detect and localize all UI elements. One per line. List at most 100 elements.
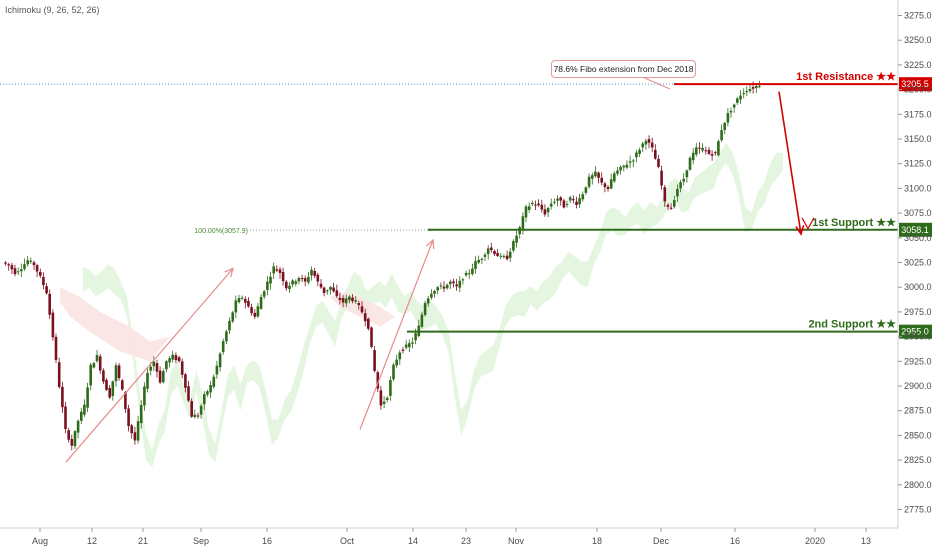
candle-body [449,281,452,285]
price-tick-label: 3125.0 [904,159,932,169]
ichimoku-cloud [60,143,784,467]
candle-body [193,414,197,418]
candle-body [524,206,528,218]
candle-body [266,281,269,290]
candle-body [348,296,351,301]
candle-body [244,298,247,303]
candle-body [370,327,373,347]
candle-body [455,284,458,287]
candle-body [632,160,635,162]
price-tick-label: 2975.0 [904,307,932,317]
candle-body [591,175,594,179]
candle-body [650,142,654,148]
candle-body [168,358,171,363]
candle-body [26,260,29,265]
candle-body [527,206,531,210]
candle-body [187,386,190,401]
candle-body [578,198,581,205]
candle-body [556,198,559,201]
candle-body [285,281,288,289]
time-tick-label: 12 [87,536,97,546]
candle-body [4,262,7,264]
price-tick-label: 3175.0 [904,109,932,119]
annotation-leader [639,75,671,90]
candle-body [736,98,739,103]
candle-body [174,355,178,361]
candle-body [745,91,749,93]
candle-body [616,170,619,174]
level-label: 1st Support ★★ [812,217,896,229]
candle-body [508,251,512,258]
candle-body [76,420,80,433]
candle-body [272,266,275,274]
candle-body [237,298,241,303]
candle-body [39,271,42,276]
candle-body [307,276,310,283]
candle-body [587,176,591,187]
candle-body [51,312,55,338]
candle-body [199,405,203,415]
candle-body [162,371,165,383]
candle-body [130,425,133,434]
candle-body [382,401,386,404]
candle-body [714,152,717,154]
candle-body [20,269,23,272]
candle-body [322,287,326,293]
candle-body [477,259,480,263]
candle-body [102,370,105,382]
candle-body [739,95,742,100]
candle-body [240,297,244,299]
candle-body [338,297,342,300]
candle-body [209,385,212,393]
candle-body [29,260,33,262]
candle-body [57,362,61,387]
candle-body [751,87,755,89]
pattern-arrow-aug-sep [65,268,234,463]
projection-arrow-down-head [795,225,805,236]
candle-body [669,207,673,209]
candle-body [73,431,77,447]
price-tag-text: 3058.1 [901,225,929,235]
candle-body [515,235,518,243]
price-tick-label: 2800.0 [904,480,932,490]
candle-body [23,264,26,269]
candle-body [121,380,124,390]
price-tick-label: 2775.0 [904,505,932,515]
candle-body [259,297,263,309]
candle-body [316,274,320,282]
candle-body [414,333,417,341]
candle-body [155,363,159,372]
candle-body [549,203,553,207]
candle-body [357,303,361,306]
time-tick-label: 2020 [805,536,825,546]
candle-body [401,349,405,351]
candle-body [218,353,222,368]
candle-body [133,432,137,441]
candle-body [225,331,228,342]
candle-body [67,430,70,440]
candle-body [748,89,752,92]
candle-body [124,392,127,409]
candle-body [256,306,260,317]
candle-body [177,357,181,362]
candle-body [360,306,364,313]
candle-body [313,271,316,276]
candle-body [597,172,600,178]
candle-body [139,405,143,424]
candle-body [505,255,509,260]
candle-body [436,287,439,291]
candle-body [111,381,115,396]
candle-body [45,286,48,294]
candle-body [234,300,238,313]
candle-body [335,290,339,296]
time-tick-label: Sep [193,536,209,546]
candle-body [474,261,477,269]
level-label: 1st Resistance ★★ [796,71,896,83]
candle-body [581,194,585,200]
candle-body [742,93,745,95]
candle-body [471,268,474,274]
price-tick-label: 3025.0 [904,258,932,268]
candle-body [568,197,572,201]
candle-body [603,183,607,187]
